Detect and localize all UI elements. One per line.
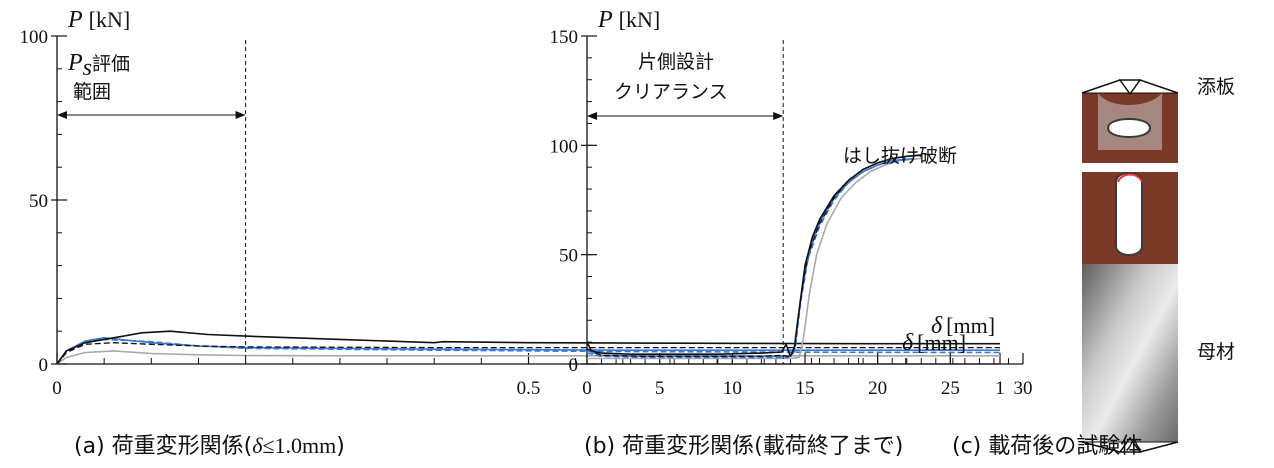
chart-b-annotation-line1: 片側設計 — [638, 51, 714, 73]
chart-b-failure-label: はし抜け破断 — [843, 145, 957, 167]
specimen-photo: 添板 母材 — [1081, 76, 1235, 453]
caption-a: (a) 荷重変形関係(δ≤1.0mm) — [74, 433, 345, 459]
x-tick-label: 1 — [995, 378, 1005, 399]
caption-c: (c) 載荷後の試験体 — [952, 434, 1142, 459]
chart-a-y-label: P [kN] — [67, 7, 130, 33]
series-line-blue-solid — [586, 157, 915, 358]
chart-a-annotation-line1: Ps評価 — [67, 50, 130, 81]
chart-a-x-label: δ [mm] — [902, 330, 966, 356]
x-tick-label: 0 — [52, 378, 62, 399]
series-line-black-solid — [586, 154, 922, 358]
x-tick-label: 20 — [868, 378, 887, 399]
photo-label-splice-plate: 添板 — [1197, 76, 1235, 98]
series-line-black-dashed — [586, 153, 929, 359]
slot-hole-top — [1106, 118, 1152, 138]
series-line-black-dashed — [56, 342, 1000, 365]
photo-label-base-plate: 母材 — [1197, 341, 1235, 363]
y-tick-label: 100 — [550, 136, 579, 157]
y-tick-label: 150 — [550, 27, 579, 48]
x-tick-label: 30 — [1014, 378, 1033, 399]
chart-a-annotation-line2: 範囲 — [73, 81, 111, 103]
chart-b: 0 5 10 15 20 25 30 0 50 100 150 P [kN] δ [mm] 片側設計 ク… — [550, 7, 1033, 399]
caption-b: (b) 荷重変形関係(載荷終了まで) — [584, 434, 903, 459]
chart-b-x-label: δ [mm] — [931, 313, 995, 339]
chart-b-y-label: P [kN] — [597, 7, 660, 33]
y-tick-label: 0 — [569, 355, 579, 376]
y-tick-label: 0 — [39, 355, 49, 376]
y-tick-label: 50 — [559, 246, 578, 267]
x-tick-label: 0.5 — [517, 378, 541, 399]
x-tick-label: 10 — [723, 378, 742, 399]
slot-hole-bottom — [1115, 172, 1143, 256]
series-line-blue-dashed — [586, 157, 915, 359]
y-tick-label: 100 — [20, 27, 49, 48]
base-plate-metal — [1082, 264, 1178, 442]
x-tick-label: 15 — [796, 378, 815, 399]
y-tick-label: 50 — [29, 191, 48, 212]
x-tick-label: 25 — [941, 378, 960, 399]
chart-b-annotation-line2: クリアランス — [614, 81, 728, 103]
x-tick-label: 0 — [582, 378, 592, 399]
x-tick-label: 5 — [655, 378, 665, 399]
series-line-gray — [587, 157, 922, 360]
